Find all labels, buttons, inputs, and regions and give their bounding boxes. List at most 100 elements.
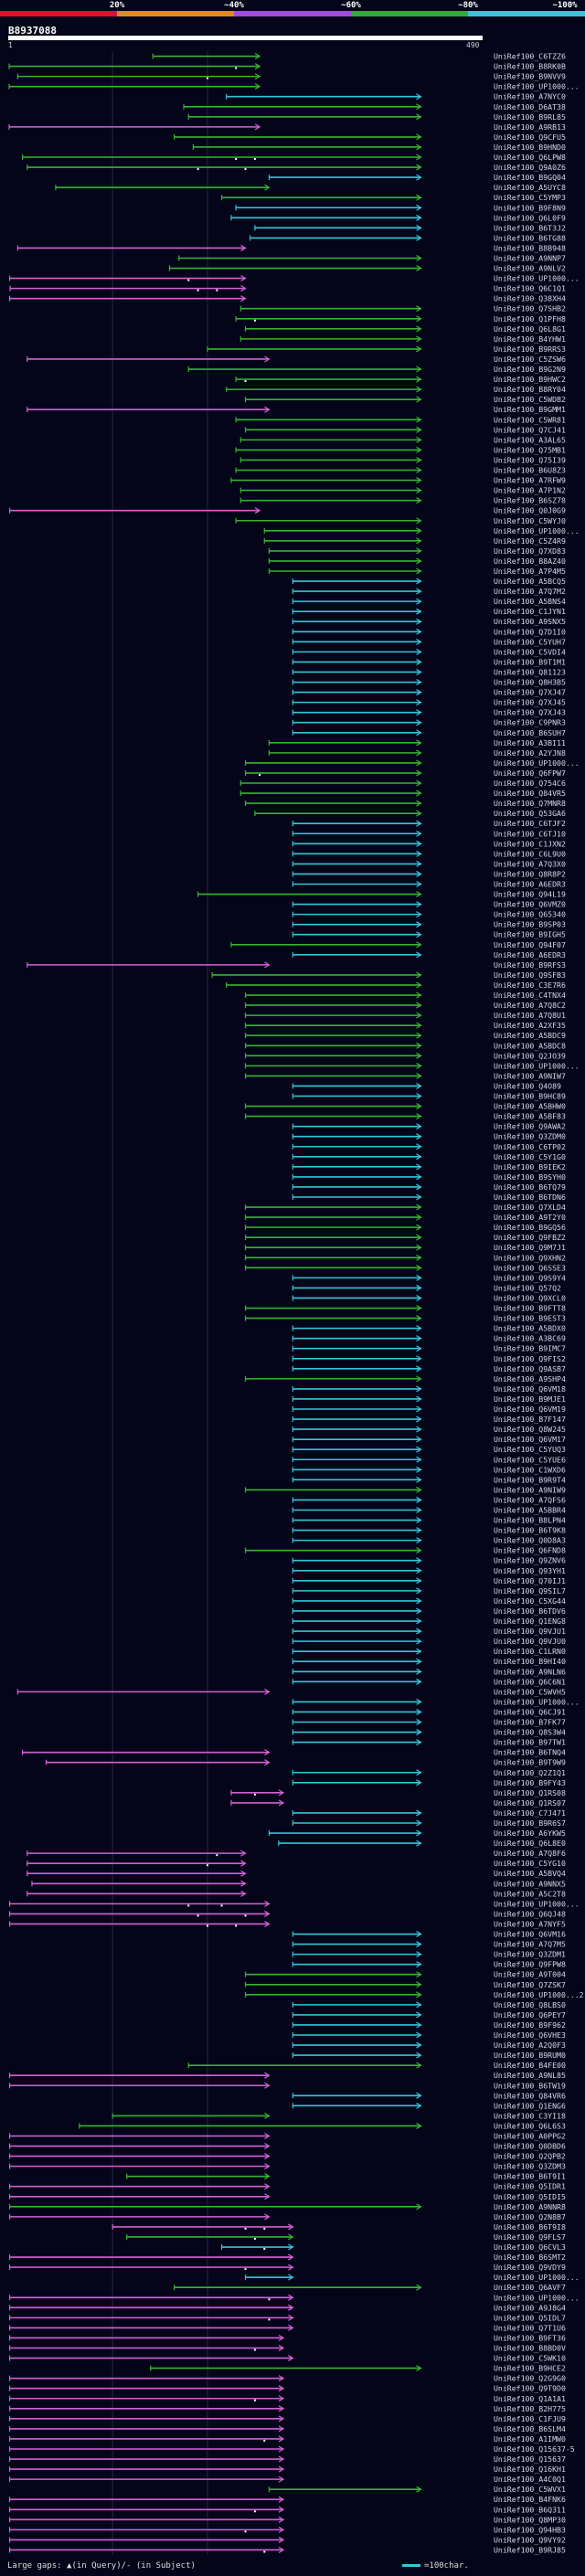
hit-row[interactable]: UniRef100_Q2JO39: [244, 1051, 566, 1060]
hit-row[interactable]: UniRef100_Q7SHB2: [239, 304, 566, 313]
hit-row[interactable]: UniRef100_B8RK0B: [8, 62, 566, 71]
hit-row[interactable]: UniRef100_Q9FBZ2: [244, 1233, 566, 1242]
hit-row[interactable]: UniRef100_Q75I39: [239, 455, 566, 464]
hit-row[interactable]: UniRef100_Q6VM19: [292, 1405, 566, 1414]
hit-name[interactable]: UniRef100_B7FK77: [494, 1718, 566, 1727]
hit-name[interactable]: UniRef100_A5C2T8: [494, 1889, 566, 1898]
hit-name[interactable]: UniRef100_Q75I39: [494, 455, 566, 464]
hit-row[interactable]: UniRef100_Q2G9G0: [8, 2374, 566, 2383]
hit-row[interactable]: UniRef100_A5BDX0: [292, 1324, 566, 1333]
hit-row[interactable]: UniRef100_Q8MP30: [8, 2515, 566, 2524]
hit-row[interactable]: UniRef100_B9R6S7: [292, 1818, 566, 1828]
hit-row[interactable]: UniRef100_Q6VHE3: [292, 2030, 566, 2040]
hit-name[interactable]: UniRef100_B8AZ40: [494, 557, 566, 566]
hit-row[interactable]: UniRef100_Q1A1A1: [8, 2394, 566, 2403]
hit-name[interactable]: UniRef100_B9IGH5: [494, 930, 566, 939]
hit-name[interactable]: UniRef100_Q7D1I0: [494, 627, 566, 636]
hit-name[interactable]: UniRef100_Q70IJ1: [494, 1576, 566, 1585]
hit-name[interactable]: UniRef100_C5WK10: [494, 2354, 566, 2363]
hit-name[interactable]: UniRef100_Q38XH4: [494, 294, 566, 303]
hit-name[interactable]: UniRef100_A9NNR8: [494, 2202, 566, 2211]
hit-name[interactable]: UniRef100_Q7XJ43: [494, 708, 566, 717]
hit-row[interactable]: UniRef100_Q94HB3: [8, 2525, 566, 2534]
hit-row[interactable]: UniRef100_B9T1M1: [292, 657, 566, 666]
hit-name[interactable]: UniRef100_Q754C6: [494, 779, 566, 788]
hit-row[interactable]: UniRef100_B9GQ04: [268, 173, 566, 182]
hit-name[interactable]: UniRef100_C5WYJ0: [494, 516, 566, 525]
hit-name[interactable]: UniRef100_B6SLM4: [494, 2424, 566, 2433]
hit-name[interactable]: UniRef100_A7Q8C2: [494, 1001, 566, 1010]
hit-name[interactable]: UniRef100_B9RL85: [494, 112, 566, 122]
hit-name[interactable]: UniRef100_B9IEK2: [494, 1162, 566, 1171]
hit-row[interactable]: UniRef100_A5BCQ5: [292, 577, 566, 586]
hit-name[interactable]: UniRef100_B9EST3: [494, 1314, 566, 1323]
hit-row[interactable]: UniRef100_A9NIW9: [244, 1485, 566, 1494]
hit-name[interactable]: UniRef100_B9HC89: [494, 1092, 566, 1101]
hit-row[interactable]: UniRef100_C5WK10: [8, 2354, 566, 2363]
hit-name[interactable]: UniRef100_UP1000...: [494, 1061, 580, 1070]
hit-name[interactable]: UniRef100_B9T1M1: [494, 657, 566, 666]
hit-row[interactable]: UniRef100_C1LRN0: [292, 1647, 566, 1656]
hit-row[interactable]: UniRef100_C5WYJ0: [235, 516, 566, 525]
hit-name[interactable]: UniRef100_C5WVX1: [494, 2485, 566, 2494]
hit-row[interactable]: UniRef100_Q9VJU0: [292, 1637, 566, 1646]
hit-row[interactable]: UniRef100_Q65340: [292, 910, 566, 919]
hit-row[interactable]: UniRef100_Q1ENG8: [292, 1617, 566, 1626]
hit-name[interactable]: UniRef100_A9NNX5: [494, 1879, 566, 1888]
hit-name[interactable]: UniRef100_C5Y1G0: [494, 1152, 566, 1161]
hit-name[interactable]: UniRef100_B9HCE2: [494, 2364, 566, 2373]
hit-row[interactable]: UniRef100_B9HC89: [292, 1092, 566, 1101]
hit-row[interactable]: UniRef100_B8B948: [16, 243, 566, 252]
hit-name[interactable]: UniRef100_Q9SFB3: [494, 970, 566, 980]
hit-row[interactable]: UniRef100_Q7XJ47: [292, 688, 566, 697]
hit-name[interactable]: UniRef100_A5BBR4: [494, 1505, 566, 1514]
hit-row[interactable]: UniRef100_B9HWC2: [235, 375, 566, 384]
hit-name[interactable]: UniRef100_Q84VR5: [494, 789, 566, 798]
hit-name[interactable]: UniRef100_Q9FLS7: [494, 2232, 566, 2242]
hit-row[interactable]: UniRef100_C5XG44: [292, 1596, 566, 1606]
hit-name[interactable]: UniRef100_C4TNX4: [494, 991, 566, 1000]
hit-row[interactable]: UniRef100_UP1000...: [292, 1697, 580, 1706]
hit-row[interactable]: UniRef100_A9SNX5: [292, 617, 566, 626]
hit-row[interactable]: UniRef100_B9SP03: [292, 920, 566, 929]
hit-row[interactable]: UniRef100_Q0DBD6: [8, 2142, 566, 2151]
hit-row[interactable]: UniRef100_B9GQ56: [244, 1223, 566, 1232]
hit-name[interactable]: UniRef100_B4FNK6: [494, 2495, 566, 2504]
hit-name[interactable]: UniRef100_Q6VHE3: [494, 2030, 566, 2040]
hit-name[interactable]: UniRef100_B9MJE1: [494, 1394, 566, 1404]
hit-row[interactable]: UniRef100_B9RFS3: [27, 960, 566, 970]
hit-row[interactable]: UniRef100_C6TZZ6: [152, 52, 566, 61]
hit-row[interactable]: UniRef100_C9PNR3: [292, 718, 566, 727]
hit-row[interactable]: UniRef100_B8BD0V: [8, 2344, 566, 2353]
hit-row[interactable]: UniRef100_A5BDC9: [244, 1031, 566, 1040]
hit-name[interactable]: UniRef100_Q6QJ48: [494, 1909, 566, 1918]
hit-name[interactable]: UniRef100_Q15637: [494, 2454, 566, 2464]
hit-row[interactable]: UniRef100_Q4O89: [292, 1081, 561, 1090]
hit-name[interactable]: UniRef100_C1WXD6: [494, 1465, 566, 1474]
hit-row[interactable]: UniRef100_A9NLN6: [292, 1667, 566, 1676]
hit-name[interactable]: UniRef100_Q9FBZ2: [494, 1233, 566, 1242]
hit-name[interactable]: UniRef100_B9IMC7: [494, 1344, 566, 1353]
hit-row[interactable]: UniRef100_A7Q7M5: [292, 1940, 566, 1949]
hit-name[interactable]: UniRef100_Q9VJU0: [494, 1637, 566, 1646]
hit-name[interactable]: UniRef100_Q93YH1: [494, 1566, 566, 1575]
hit-name[interactable]: UniRef100_A7Q7M2: [494, 587, 566, 596]
hit-name[interactable]: UniRef100_A6EDR3: [494, 950, 566, 959]
hit-row[interactable]: UniRef100_B9F962: [292, 2020, 566, 2030]
hit-name[interactable]: UniRef100_Q6C1Q1: [494, 284, 566, 293]
hit-row[interactable]: UniRef100_B9GMM1: [27, 405, 566, 414]
hit-row[interactable]: UniRef100_A5BF83: [244, 1112, 566, 1121]
hit-name[interactable]: UniRef100_A9SHP4: [494, 1374, 566, 1383]
hit-name[interactable]: UniRef100_Q0DBD6: [494, 2142, 566, 2151]
hit-name[interactable]: UniRef100_B6SZ78: [494, 496, 566, 505]
hit-row[interactable]: UniRef100_A5BHW0: [244, 1102, 566, 1111]
hit-name[interactable]: UniRef100_Q53GA6: [494, 809, 566, 818]
hit-row[interactable]: UniRef100_A9NLV2: [168, 264, 566, 273]
hit-row[interactable]: UniRef100_Q9FIS2: [292, 1354, 566, 1363]
hit-row[interactable]: UniRef100_C3E7R6: [226, 981, 566, 990]
hit-row[interactable]: UniRef100_Q8H3B5: [292, 678, 566, 687]
hit-name[interactable]: UniRef100_A9NLN6: [494, 1667, 566, 1676]
hit-row[interactable]: UniRef100_Q9VJU1: [292, 1627, 566, 1636]
hit-name[interactable]: UniRef100_Q6FND8: [494, 1546, 566, 1555]
hit-name[interactable]: UniRef100_A7P4M5: [494, 567, 566, 576]
